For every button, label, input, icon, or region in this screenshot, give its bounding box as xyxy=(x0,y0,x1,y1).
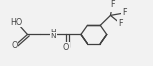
Text: F: F xyxy=(122,8,127,17)
Text: F: F xyxy=(118,19,123,28)
Text: HO: HO xyxy=(10,18,23,27)
Text: F: F xyxy=(110,0,115,9)
Text: H: H xyxy=(50,29,56,35)
Text: N: N xyxy=(50,33,56,39)
Text: O: O xyxy=(11,41,18,50)
Text: O: O xyxy=(63,43,69,52)
